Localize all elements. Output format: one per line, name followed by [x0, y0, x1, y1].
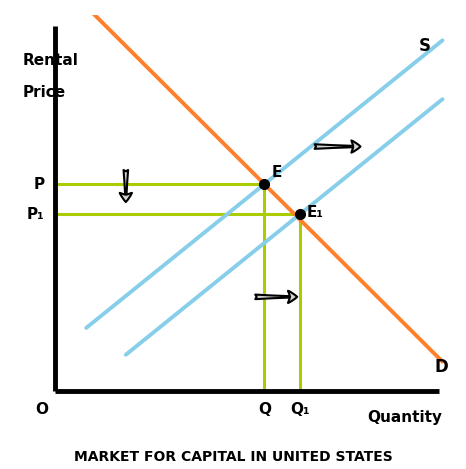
- Text: Q₁: Q₁: [290, 402, 310, 417]
- Text: Quantity: Quantity: [368, 409, 442, 424]
- Text: O: O: [35, 402, 48, 417]
- Text: Q: Q: [258, 402, 271, 417]
- Text: MARKET FOR CAPITAL IN UNITED STATES: MARKET FOR CAPITAL IN UNITED STATES: [74, 450, 392, 464]
- Text: D: D: [435, 357, 448, 376]
- Text: P₁: P₁: [27, 207, 45, 222]
- Text: Rental: Rental: [23, 53, 79, 68]
- Text: P: P: [34, 177, 45, 192]
- Text: Price: Price: [23, 84, 66, 99]
- Text: E₁: E₁: [307, 205, 324, 220]
- Text: E: E: [272, 165, 282, 180]
- Text: S: S: [419, 37, 431, 55]
